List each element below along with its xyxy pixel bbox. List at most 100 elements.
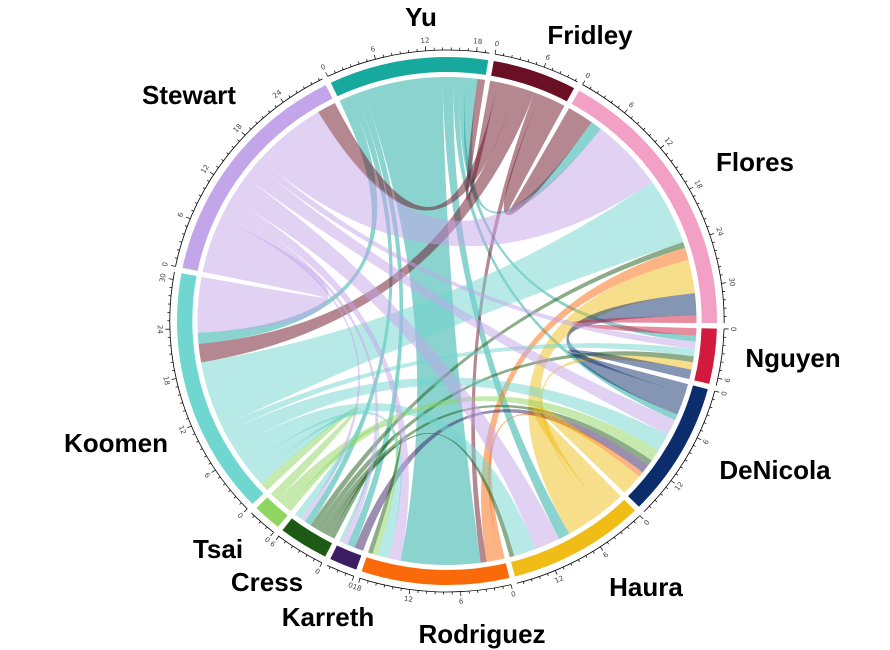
axis-tick [665,152,669,155]
axis-tick [367,580,369,584]
axis-tick [684,180,688,183]
axis-tick [547,573,549,577]
axis-tick [522,581,525,585]
axis-tick [712,398,715,401]
axis-tick [358,578,361,583]
axis-tick [670,480,675,484]
axis-tick [585,555,588,558]
axis-tick-label: 0 [510,589,517,599]
axis-tsai: 0 [251,512,274,545]
axis-tick [179,241,182,243]
axis-tick-label: 30 [157,272,167,283]
axis-tick [373,54,376,60]
axis-tick [636,121,640,125]
axis-tick [716,257,720,260]
axis-tick-label: 24 [714,226,726,238]
axis-tick [574,78,577,81]
axis-tick [217,476,221,479]
axis-tick [194,202,198,204]
axis-tick-label: 24 [156,325,165,335]
axis-tick [689,186,694,190]
sector-arc-denicola [628,385,708,507]
axis-tick [660,145,665,149]
axis-tick [577,559,580,563]
axis-tick-label: 0 [235,511,245,521]
axis-tick [228,489,231,493]
axis-tick [351,576,355,581]
axis-tick [233,496,237,499]
axis-tick [182,410,186,412]
axis-tick [654,499,658,502]
axis-tick [280,98,284,103]
axis-tick [527,59,530,62]
axis-tick-label: 0 [729,326,738,331]
axis-fridley: 06 [494,39,578,83]
chord-link-denicola-flores [566,293,697,415]
axis-tick [596,90,599,94]
axis-tick [706,414,710,417]
axis-tick [268,110,271,113]
axis-tick [630,116,633,119]
axis-tick [317,78,320,81]
axis-tick [675,166,679,169]
chord-link-koomen-cress [255,408,365,519]
axis-tick [336,570,339,573]
axis-tick [181,233,185,235]
axis-tick [176,249,180,251]
axis-tick [261,115,264,119]
sector-label-tsai: Tsai [192,534,244,564]
axis-tick [620,531,623,535]
axis-denicola: 0 6 12 [643,390,729,512]
sector-arc-yu [330,56,489,97]
sector-label-karreth: Karreth [281,602,375,632]
axis-tick-label: 6 [175,211,185,219]
axis-tick [696,437,702,441]
axis-tick [310,81,313,85]
axis-tick [531,579,533,582]
axis-tick [610,100,613,103]
axis-tick [275,536,280,541]
sector-arc-karreth [330,545,362,570]
sector-arc-flores [571,90,717,324]
chord-link-yu-karreth [347,91,404,548]
sector-arc-nguyen [694,328,717,384]
axis-tick [358,61,360,65]
axis-tick [185,418,189,420]
axis-tick [288,95,291,98]
sector-arc-stewart [182,85,333,271]
axis-tick [187,425,192,429]
axis-tick [675,473,679,476]
axis-tick [170,265,176,267]
axis-tick [543,62,547,68]
axis-tick [551,67,554,71]
axis-tick [208,462,212,465]
axis-tick [206,180,210,182]
chord-link-stewart-haura [231,177,560,550]
sector-arc-koomen [177,273,264,505]
chord-links [197,76,697,565]
axis-tick [559,71,562,74]
axis-tick [366,58,368,62]
axis-tick [624,109,628,114]
sector-label-rodriguez: Rodriguez [418,619,546,649]
axis-tick [200,448,203,451]
axis-tick [392,586,394,590]
axis-tick [700,429,704,432]
axis-tick [258,521,261,524]
sector-arc-cress [282,518,333,557]
chord-link-stewart-denicola [245,164,676,435]
axis-tick-label: 12 [198,163,211,175]
axis-tick [670,159,674,162]
axis-tick [714,390,720,393]
axis-tick [684,459,688,462]
axis-tick [249,127,252,130]
axis-tick-label: 6 [627,100,637,110]
axis-tick [649,133,652,136]
axis-tick-label: 12 [403,594,413,604]
axis-tick [519,57,521,60]
axis-tick [643,127,646,130]
axis-tick [192,433,196,436]
axis-tick [706,225,710,228]
sector-arc-tsai [256,497,288,527]
